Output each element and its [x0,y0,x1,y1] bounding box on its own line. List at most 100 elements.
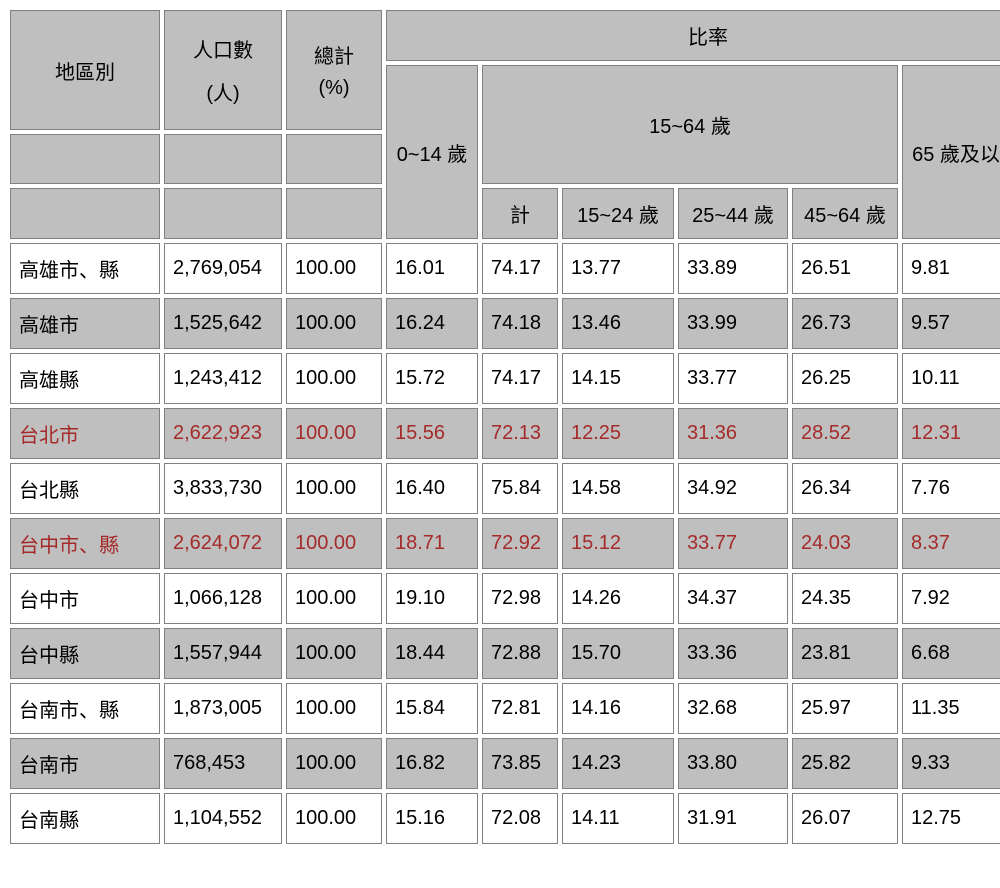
cell-age-45-64: 25.97 [792,683,898,734]
header-empty-region-2 [10,188,160,239]
col-total: 總計 (%) [286,10,382,130]
col-sub-total: 計 [482,188,558,239]
cell-population: 1,104,552 [164,793,282,844]
cell-age-15-64: 72.13 [482,408,558,459]
cell-age-45-64: 26.34 [792,463,898,514]
cell-age-45-64: 26.07 [792,793,898,844]
cell-region: 台南市 [10,738,160,789]
cell-age-15-64: 72.98 [482,573,558,624]
cell-age-15-24: 15.12 [562,518,674,569]
cell-age-15-64: 72.08 [482,793,558,844]
cell-age-15-24: 14.11 [562,793,674,844]
cell-age-0-14: 15.72 [386,353,478,404]
cell-age-25-44: 33.77 [678,518,788,569]
cell-population: 2,624,072 [164,518,282,569]
cell-age-45-64: 26.73 [792,298,898,349]
cell-population: 1,525,642 [164,298,282,349]
table-row: 台北市2,622,923100.0015.5672.1312.2531.3628… [10,408,1000,459]
col-age-25-44: 25~44 歲 [678,188,788,239]
cell-age-0-14: 19.10 [386,573,478,624]
cell-age-0-14: 16.01 [386,243,478,294]
cell-age-15-64: 73.85 [482,738,558,789]
cell-age-15-24: 13.46 [562,298,674,349]
col-age-45-64: 45~64 歲 [792,188,898,239]
cell-age-65: 7.92 [902,573,1000,624]
cell-region: 台北縣 [10,463,160,514]
cell-age-15-64: 75.84 [482,463,558,514]
cell-region: 台南市、縣 [10,683,160,734]
cell-age-65: 6.68 [902,628,1000,679]
cell-age-25-44: 32.68 [678,683,788,734]
cell-age-65: 12.75 [902,793,1000,844]
cell-age-45-64: 28.52 [792,408,898,459]
cell-region: 台南縣 [10,793,160,844]
table-row: 高雄市1,525,642100.0016.2474.1813.4633.9926… [10,298,1000,349]
cell-total: 100.00 [286,298,382,349]
col-age-15-64: 15~64 歲 [482,65,898,184]
cell-total: 100.00 [286,738,382,789]
cell-age-15-64: 72.81 [482,683,558,734]
cell-region: 高雄縣 [10,353,160,404]
population-age-table: 地區別 人口數 (人) 總計 (%) 比率 0~14 歲 15~64 歲 65 … [6,6,1000,848]
cell-age-65: 9.57 [902,298,1000,349]
table-row: 台中市、縣2,624,072100.0018.7172.9215.1233.77… [10,518,1000,569]
cell-age-0-14: 18.44 [386,628,478,679]
col-total-label: 總計 [295,40,373,69]
cell-age-15-24: 12.25 [562,408,674,459]
cell-age-15-24: 14.58 [562,463,674,514]
cell-population: 2,622,923 [164,408,282,459]
cell-age-25-44: 33.99 [678,298,788,349]
cell-age-25-44: 34.37 [678,573,788,624]
table-row: 台中市1,066,128100.0019.1072.9814.2634.3724… [10,573,1000,624]
table-row: 台北縣3,833,730100.0016.4075.8414.5834.9226… [10,463,1000,514]
cell-population: 1,557,944 [164,628,282,679]
cell-age-45-64: 25.82 [792,738,898,789]
table-header: 地區別 人口數 (人) 總計 (%) 比率 0~14 歲 15~64 歲 65 … [10,10,1000,239]
cell-age-15-24: 14.15 [562,353,674,404]
cell-age-15-24: 14.23 [562,738,674,789]
cell-age-45-64: 26.51 [792,243,898,294]
cell-age-15-24: 14.26 [562,573,674,624]
cell-age-0-14: 15.84 [386,683,478,734]
cell-region: 高雄市、縣 [10,243,160,294]
cell-age-15-24: 15.70 [562,628,674,679]
header-empty-region [10,134,160,184]
cell-age-65: 12.31 [902,408,1000,459]
cell-population: 3,833,730 [164,463,282,514]
cell-population: 2,769,054 [164,243,282,294]
cell-region: 台中市、縣 [10,518,160,569]
cell-age-15-24: 13.77 [562,243,674,294]
cell-age-0-14: 15.16 [386,793,478,844]
cell-total: 100.00 [286,793,382,844]
header-empty-population-2 [164,188,282,239]
cell-age-25-44: 33.89 [678,243,788,294]
cell-age-25-44: 31.36 [678,408,788,459]
cell-age-0-14: 18.71 [386,518,478,569]
cell-age-25-44: 33.80 [678,738,788,789]
cell-age-15-64: 74.17 [482,243,558,294]
header-empty-total-2 [286,188,382,239]
cell-age-65: 9.33 [902,738,1000,789]
cell-age-15-64: 72.92 [482,518,558,569]
table-body: 高雄市、縣2,769,054100.0016.0174.1713.7733.89… [10,243,1000,844]
cell-age-0-14: 15.56 [386,408,478,459]
cell-region: 高雄市 [10,298,160,349]
cell-population: 1,066,128 [164,573,282,624]
col-age-65-plus: 65 歲及以上 [902,65,1000,239]
cell-age-0-14: 16.24 [386,298,478,349]
cell-population: 1,873,005 [164,683,282,734]
cell-total: 100.00 [286,243,382,294]
cell-age-0-14: 16.82 [386,738,478,789]
cell-age-25-44: 33.77 [678,353,788,404]
cell-age-15-64: 72.88 [482,628,558,679]
cell-age-45-64: 23.81 [792,628,898,679]
table-row: 台南市、縣1,873,005100.0015.8472.8114.1632.68… [10,683,1000,734]
col-population-label: 人口數 [173,34,273,63]
col-population: 人口數 (人) [164,10,282,130]
header-empty-population [164,134,282,184]
cell-age-65: 7.76 [902,463,1000,514]
cell-region: 台中市 [10,573,160,624]
cell-age-25-44: 31.91 [678,793,788,844]
header-empty-total [286,134,382,184]
cell-age-65: 11.35 [902,683,1000,734]
